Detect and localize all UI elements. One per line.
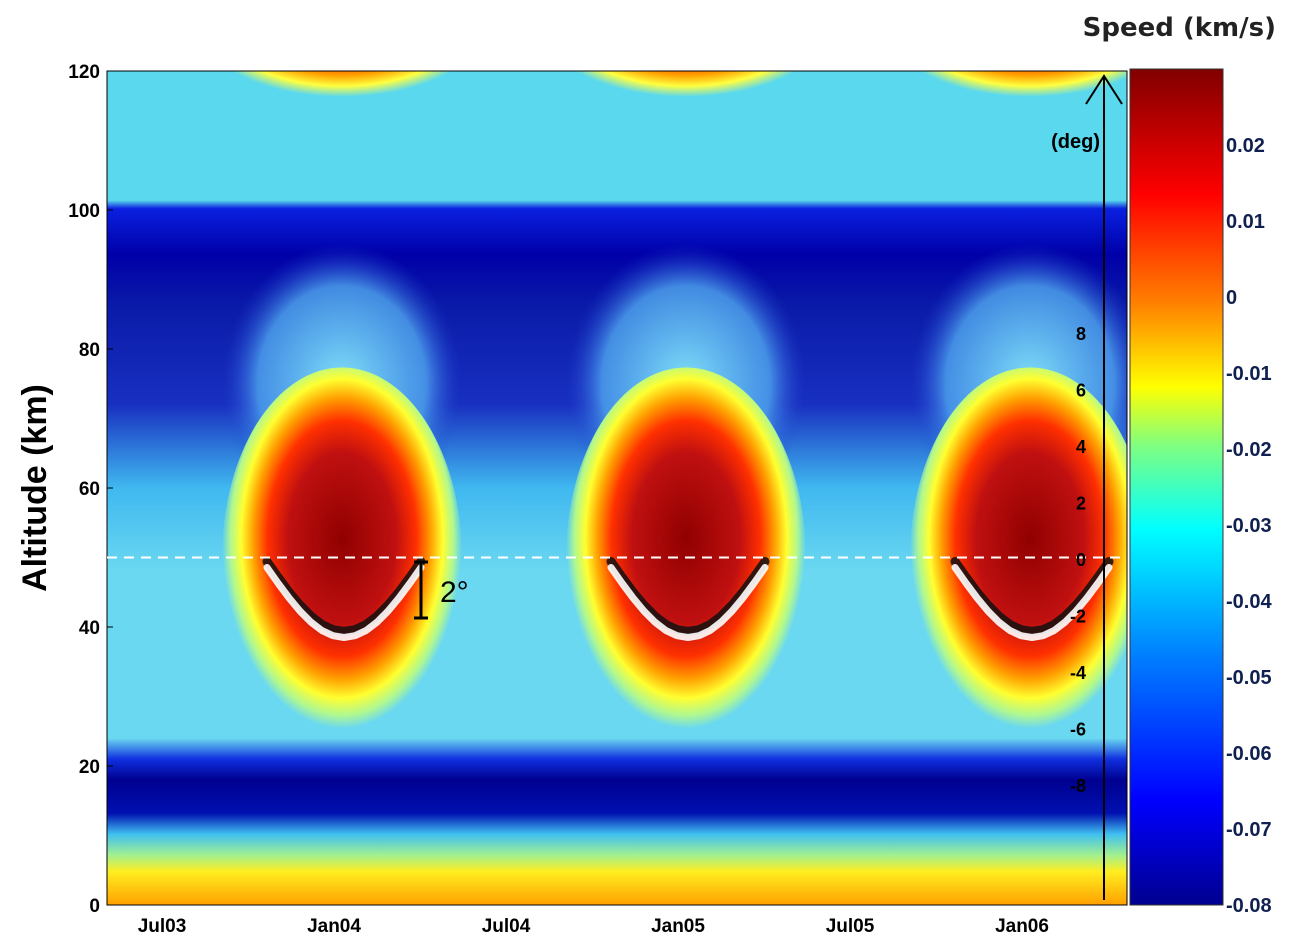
colorbar-title: Speed (km/s)	[1083, 13, 1276, 43]
x-axis-ticks: Jul03 Jan04 Jul04 Jan05 Jul05 Jan06	[138, 916, 1049, 937]
degree-tick-label: -2	[1070, 607, 1086, 627]
colorbar: Speed (km/s) 0.02 0.01 0 -0.01 -0.02 -0.03 -0.…	[1083, 13, 1276, 917]
y-axis-ticks: 0 20 40 60 80 100 120	[68, 62, 113, 917]
degree-tick-label: 4	[1076, 437, 1086, 457]
degree-axis-ticks: 8 6 4 2 0 -2 -4 -6 -8	[1070, 324, 1086, 796]
observation-trail-dark	[950, 557, 1114, 636]
colorbar-tick-label: -0.03	[1226, 515, 1272, 537]
observation-trail-light	[951, 564, 1113, 641]
y-tick-label: 40	[79, 618, 100, 639]
colorbar-tick-label: 0	[1226, 287, 1237, 309]
upper-warm-region	[566, 71, 806, 145]
colorbar-tick-label: 0.02	[1226, 135, 1265, 157]
degree-tick-label: -4	[1070, 663, 1086, 683]
speed-maximum-region	[222, 367, 462, 748]
y-tick-label: 80	[79, 340, 100, 361]
scale-bar-label: 2°	[440, 576, 469, 609]
observation-trail-light	[263, 564, 425, 641]
degree-tick-label: 0	[1076, 550, 1086, 570]
degree-tick-label: 6	[1076, 381, 1086, 401]
degree-tick-label: -6	[1070, 720, 1086, 740]
upper-warm-region	[910, 71, 1127, 145]
degree-tick-label: 2	[1076, 494, 1086, 514]
colorbar-tick-label: -0.05	[1226, 667, 1272, 689]
x-tick-label: Jan05	[651, 916, 705, 937]
degree-axis: (deg) 8 6 4 2 0 -2 -4 -6 -8	[1051, 74, 1123, 900]
degree-axis-unit: (deg)	[1051, 131, 1100, 153]
heatmap-area	[107, 71, 1127, 905]
y-axis-label: Altitude (km)	[16, 384, 54, 592]
observation-trail-dark	[606, 557, 770, 636]
y-tick-label: 20	[79, 757, 100, 778]
colorbar-tick-label: 0.01	[1226, 211, 1265, 233]
y-tick-label: 100	[68, 201, 100, 222]
angle-scale-bar: 2°	[414, 560, 469, 620]
degree-tick-label: -8	[1070, 776, 1086, 796]
observation-trail-light	[607, 564, 769, 641]
colorbar-tick-label: -0.04	[1226, 591, 1272, 613]
x-tick-label: Jul03	[138, 916, 187, 937]
y-tick-label: 60	[79, 479, 100, 500]
x-tick-label: Jul05	[826, 916, 875, 937]
colorbar-tick-label: -0.02	[1226, 439, 1272, 461]
observation-trail-dark	[262, 557, 426, 636]
heatmap-features	[222, 71, 1127, 748]
x-tick-label: Jan06	[995, 916, 1049, 937]
colorbar-tick-label: -0.07	[1226, 819, 1272, 841]
colorbar-tick-label: -0.06	[1226, 743, 1272, 765]
colorbar-gradient	[1129, 68, 1224, 906]
x-tick-label: Jan04	[307, 916, 361, 937]
colorbar-tick-label: -0.01	[1226, 363, 1272, 385]
x-tick-label: Jul04	[482, 916, 531, 937]
degree-tick-label: 8	[1076, 324, 1086, 344]
upper-warm-region	[222, 71, 462, 145]
speed-maximum-region	[910, 367, 1127, 748]
colorbar-tick-label: -0.08	[1226, 895, 1272, 917]
y-tick-label: 120	[68, 62, 100, 83]
colorbar-ticks: 0.02 0.01 0 -0.01 -0.02 -0.03 -0.04 -0.05 -0.06 -…	[1226, 135, 1272, 917]
y-tick-label: 0	[89, 896, 100, 917]
